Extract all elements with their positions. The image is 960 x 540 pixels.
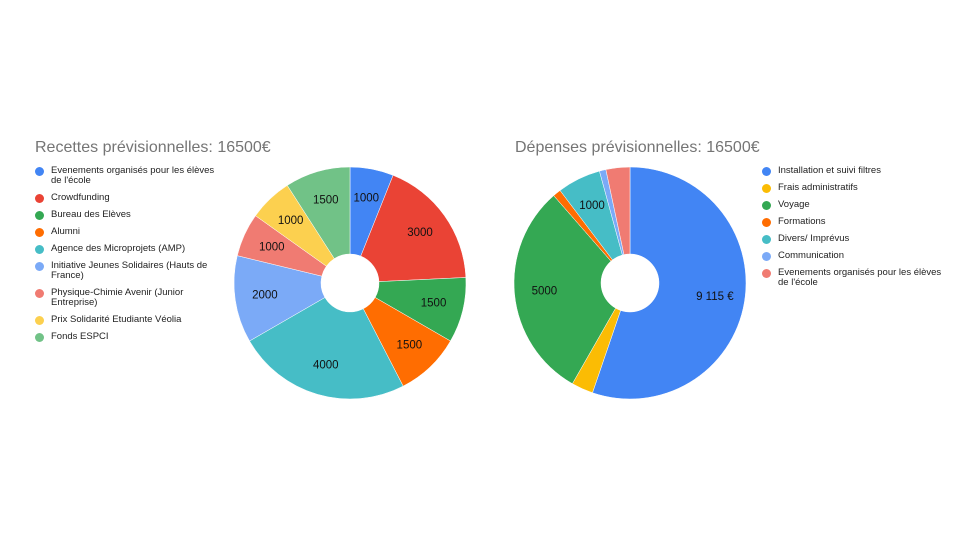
legend-item: Evenements organisés pour les élèves de … — [35, 166, 215, 186]
slice-label: 3000 — [407, 227, 433, 239]
slice — [513, 195, 616, 385]
legend-item: Communication — [762, 251, 942, 261]
slice — [592, 166, 747, 400]
slice — [360, 174, 467, 282]
legend-swatch — [762, 184, 771, 193]
slice-label: 1000 — [278, 215, 304, 227]
legend-swatch — [762, 201, 771, 210]
legend-swatch — [35, 167, 44, 176]
slice-label: 1000 — [353, 193, 379, 205]
legend-swatch — [35, 211, 44, 220]
slice-label: 4000 — [313, 360, 339, 372]
slice — [605, 166, 631, 255]
slice — [249, 297, 404, 400]
legend-item: Evenements organisés pour les élèves de … — [762, 268, 942, 288]
slice-label: 5000 — [532, 286, 558, 298]
legend-label: Agence des Microprojets (AMP) — [51, 243, 186, 254]
legend-label: Crowdfunding — [51, 192, 110, 203]
legend-label: Installation et suivi filtres — [778, 165, 881, 176]
legend-swatch — [762, 252, 771, 261]
chart-title: Dépenses prévisionnelles: 16500€ — [515, 139, 760, 156]
legend-label: Voyage — [778, 199, 810, 210]
legend-item: Bureau des Elèves — [35, 210, 215, 220]
slice — [233, 255, 326, 342]
legend-label: Alumni — [51, 226, 81, 237]
legend-swatch — [35, 289, 44, 298]
legend-item: Frais administratifs — [762, 183, 942, 193]
legend-label: Frais administratifs — [778, 182, 858, 193]
slice-label: 1000 — [259, 241, 285, 253]
legend-swatch — [762, 269, 771, 278]
legend-swatch — [35, 228, 44, 237]
legend-label: Evenements organisés pour les élèves de … — [51, 165, 215, 186]
legend-item: Agence des Microprojets (AMP) — [35, 244, 215, 254]
legend-item: Voyage — [762, 200, 942, 210]
legend-label: Prix Solidarité Etudiante Véolia — [51, 314, 182, 325]
legend-item: Physique-Chimie Avenir (Junior Entrepris… — [35, 288, 215, 308]
legend-swatch — [762, 218, 771, 227]
legend-label: Physique-Chimie Avenir (Junior Entrepris… — [51, 287, 184, 308]
legend-label: Evenements organisés pour les élèves de … — [778, 267, 942, 288]
legend-swatch — [35, 245, 44, 254]
legend-swatch — [35, 333, 44, 342]
legend-label: Bureau des Elèves — [51, 209, 131, 220]
legend-swatch — [35, 194, 44, 203]
legend-item: Initiative Jeunes Solidaires (Hauts de F… — [35, 261, 215, 281]
legend-item: Installation et suivi filtres — [762, 166, 942, 176]
legend-label: Formations — [778, 216, 826, 227]
legend-item: Alumni — [35, 227, 215, 237]
legend: Evenements organisés pour les élèves de … — [35, 166, 215, 349]
slice-label: 9 115 € — [696, 291, 734, 303]
slice-label: 1500 — [421, 297, 447, 309]
slice-label: 1000 — [579, 200, 605, 212]
legend-swatch — [35, 262, 44, 271]
legend-label: Communication — [778, 250, 844, 261]
legend: Installation et suivi filtres Frais admin… — [762, 166, 942, 295]
legend-swatch — [762, 235, 771, 244]
legend-swatch — [762, 167, 771, 176]
legend-item: Prix Solidarité Etudiante Véolia — [35, 315, 215, 325]
legend-label: Divers/ Imprévus — [778, 233, 850, 244]
slice — [286, 166, 351, 259]
slice-label: 1500 — [313, 195, 339, 207]
legend-label: Fonds ESPCI — [51, 331, 109, 342]
slice-label: 2000 — [252, 289, 278, 301]
legend-item: Formations — [762, 217, 942, 227]
legend-swatch — [35, 316, 44, 325]
legend-item: Divers/ Imprévus — [762, 234, 942, 244]
chart-title: Recettes prévisionnelles: 16500€ — [35, 139, 271, 156]
legend-item: Fonds ESPCI — [35, 332, 215, 342]
slice-label: 1500 — [397, 339, 423, 351]
legend-item: Crowdfunding — [35, 193, 215, 203]
legend-label: Initiative Jeunes Solidaires (Hauts de F… — [51, 260, 208, 281]
